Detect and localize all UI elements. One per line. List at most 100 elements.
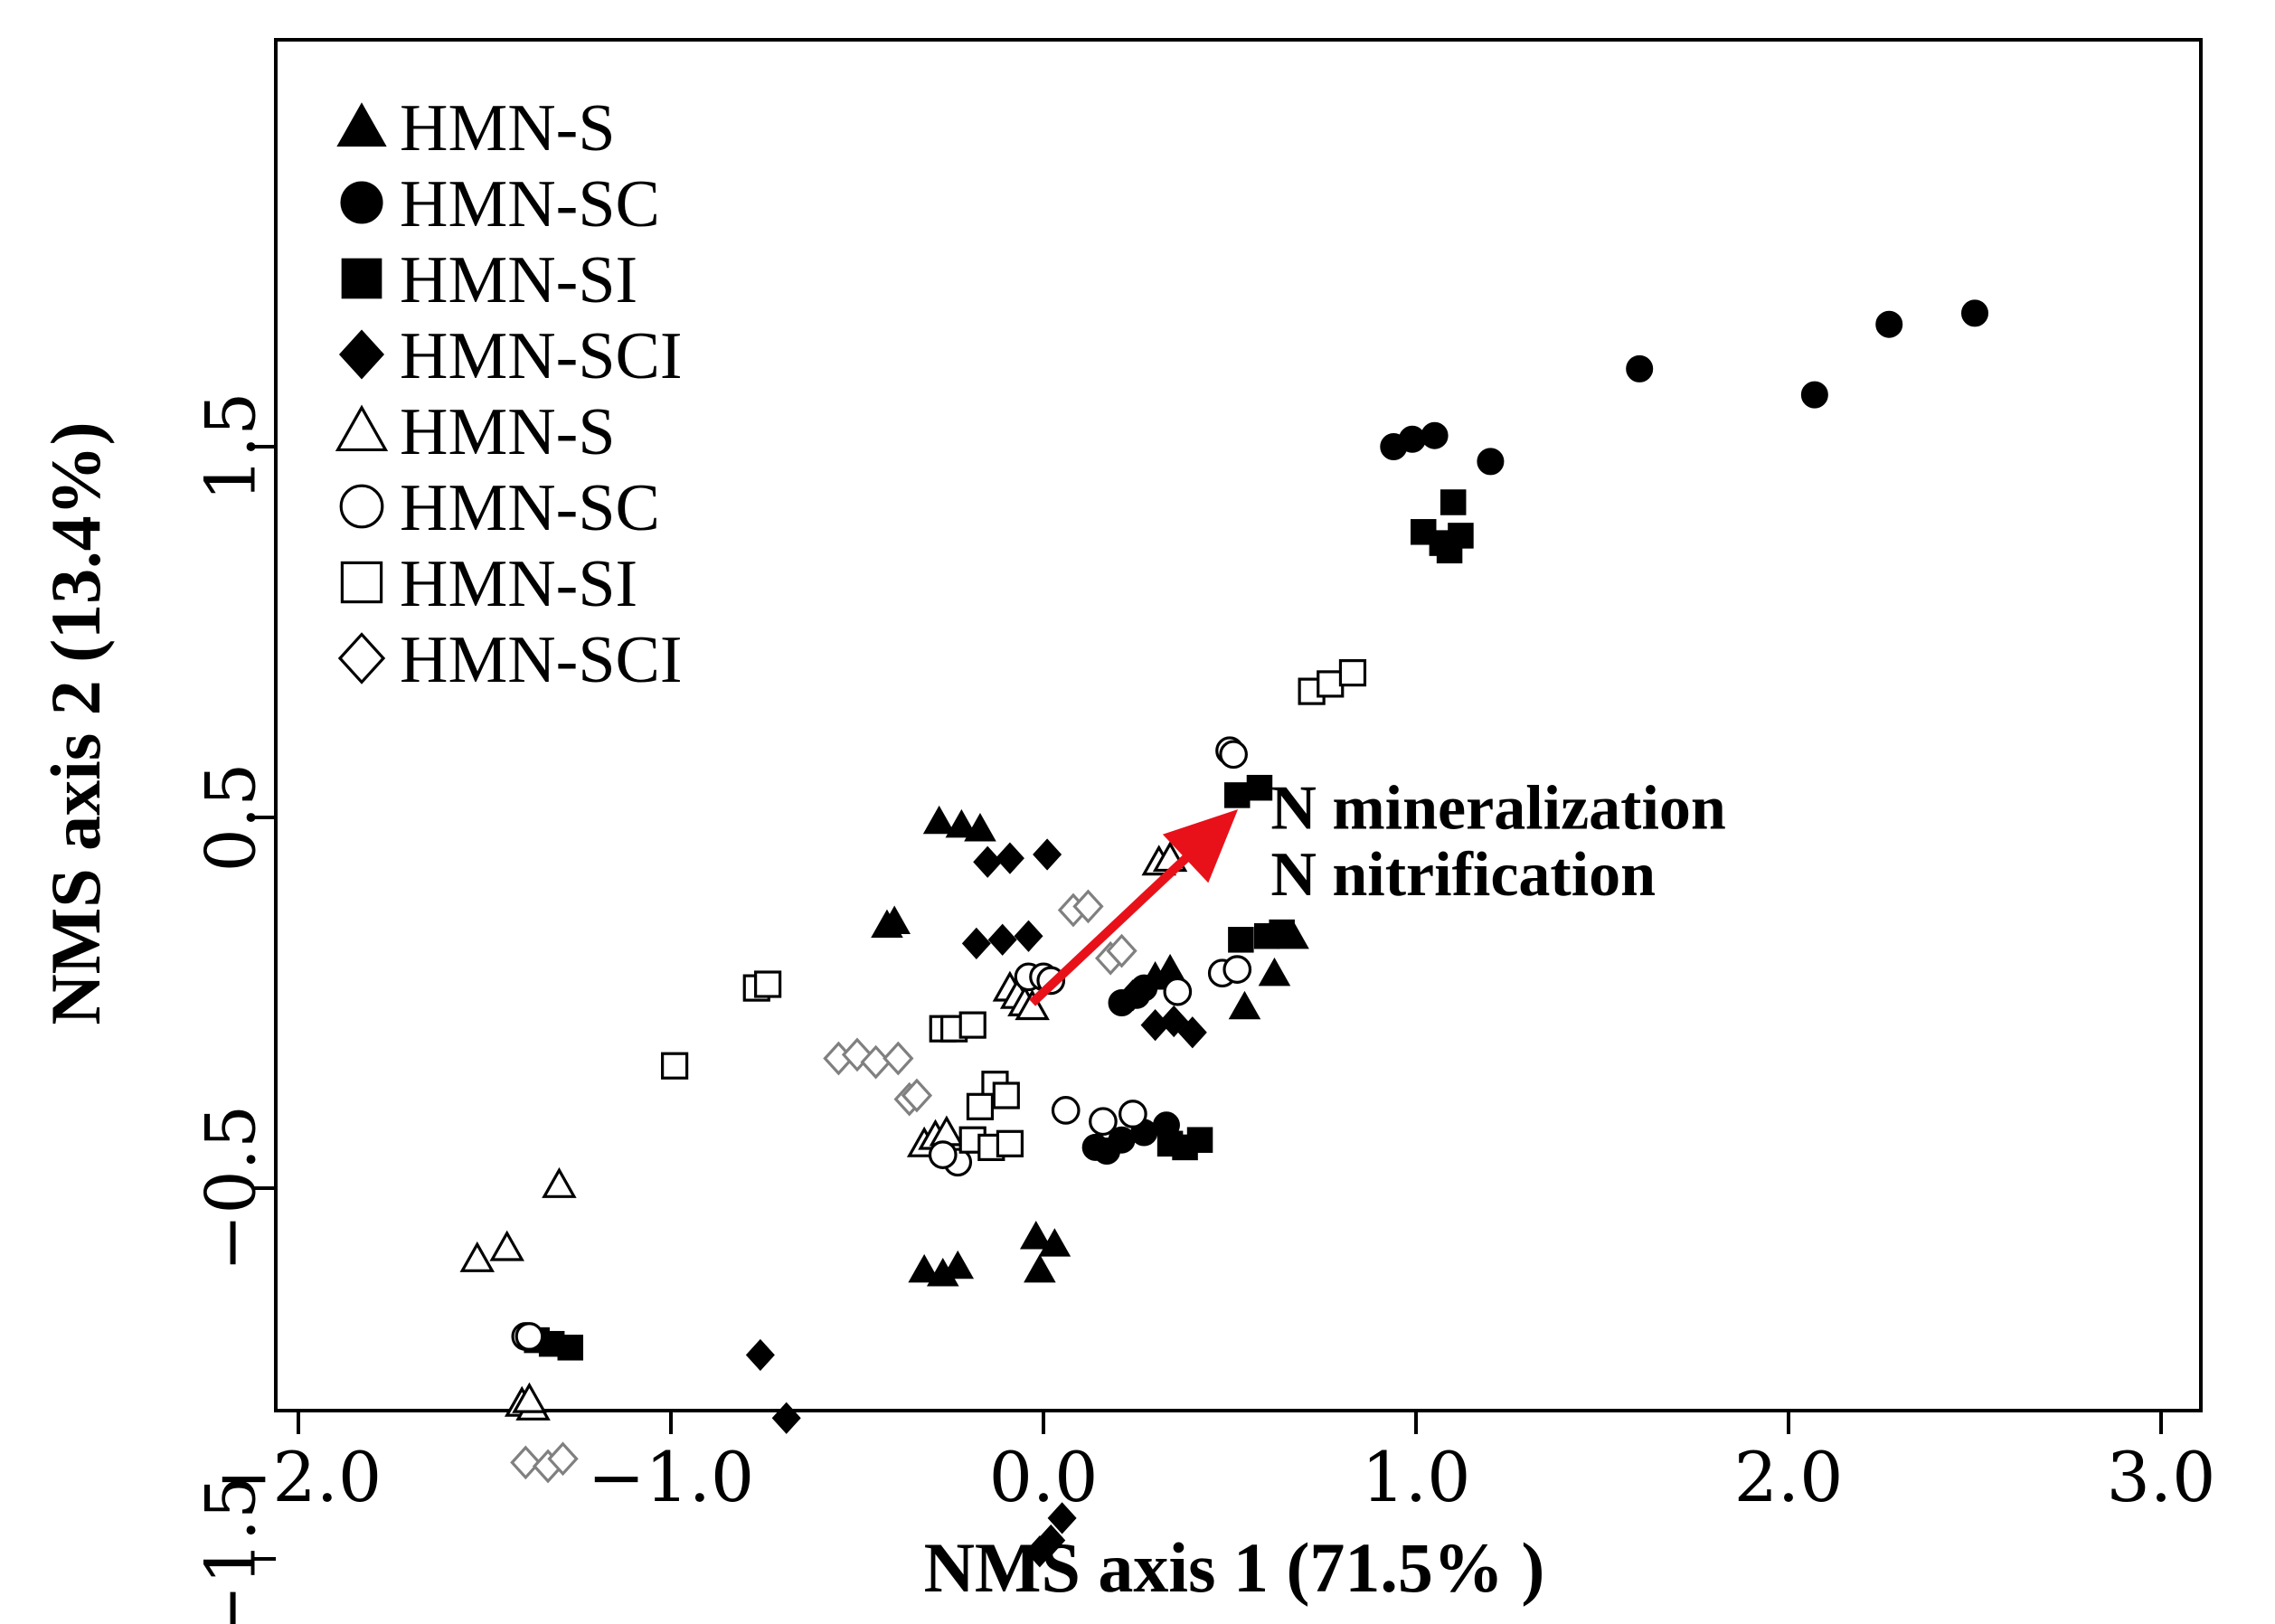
data-point: [1219, 740, 1248, 770]
data-point: [928, 1140, 958, 1169]
x-tick-label: −1.0: [588, 1437, 755, 1517]
data-point: [1258, 957, 1291, 987]
data-point: [1019, 1221, 1053, 1250]
data-point: [996, 1129, 1024, 1157]
legend-label: HMN-S: [400, 395, 615, 469]
legend-marker: [335, 404, 389, 452]
legend-label: HMN-SC: [400, 471, 660, 545]
data-point: [1436, 537, 1463, 564]
y-axis-title: NMS axis 2 (13.4%): [36, 421, 115, 1024]
legend-label: HMN-SCI: [400, 623, 682, 697]
legend-item: HMN-S: [335, 395, 615, 469]
series-open-circle: [511, 736, 1252, 1351]
data-point: [901, 1078, 933, 1113]
data-point: [958, 1011, 986, 1039]
data-point: [1875, 310, 1903, 338]
data-point: [1398, 425, 1426, 453]
data-point: [1089, 1107, 1118, 1137]
data-point: [1626, 354, 1654, 382]
data-point: [1093, 1138, 1121, 1165]
legend-marker: [337, 632, 386, 685]
series-open-triangle: [459, 841, 1188, 1421]
x-tick-label: 0.0: [989, 1437, 1099, 1517]
legend-marker: [336, 102, 387, 147]
data-point: [1033, 838, 1062, 871]
data-point: [1014, 920, 1043, 952]
data-point: [510, 1445, 542, 1480]
series-filled-diamond: [745, 838, 1207, 1568]
legend-marker: [340, 561, 383, 604]
data-point: [883, 1041, 914, 1076]
data-point: [459, 1241, 496, 1272]
data-point: [961, 927, 991, 960]
data-point: [1222, 955, 1252, 984]
data-point: [871, 909, 903, 939]
annotation-label: N nitrification: [1270, 840, 1656, 910]
data-point: [966, 1092, 995, 1120]
y-tick-label: 0.5: [191, 763, 271, 873]
data-point: [1477, 448, 1505, 476]
data-point: [964, 813, 996, 842]
data-point: [995, 842, 1024, 874]
x-axis-title: NMS axis 1 (71.5% ): [924, 1528, 1545, 1607]
data-point: [1154, 953, 1186, 983]
data-point: [661, 1052, 689, 1080]
data-point: [1106, 933, 1138, 968]
data-point: [1317, 670, 1345, 698]
data-point: [908, 1253, 940, 1283]
data-point: [922, 805, 956, 835]
legend-marker: [338, 329, 385, 380]
data-point: [1038, 1228, 1071, 1257]
legend-label: HMN-SC: [400, 167, 660, 241]
data-point: [1269, 919, 1295, 946]
legend-item: HMN-SI: [341, 243, 637, 317]
data-point: [514, 1322, 544, 1351]
data-point: [987, 923, 1017, 956]
data-point: [992, 1081, 1020, 1109]
series-filled-triangle: [871, 805, 1309, 1287]
data-point: [1228, 927, 1254, 953]
data-point: [1015, 989, 1050, 1021]
legend-item: HMN-SC: [339, 471, 660, 545]
data-point: [1440, 489, 1467, 515]
data-point: [941, 1250, 975, 1279]
data-point: [542, 1166, 577, 1198]
series-open-diamond: [510, 889, 1138, 1484]
data-point: [1036, 1524, 1066, 1557]
y-tick-label: 1.5: [191, 392, 271, 502]
data-point: [1072, 889, 1104, 924]
legend-label: HMN-SCI: [400, 319, 682, 393]
legend-marker: [339, 484, 384, 529]
y-axis-ticks: −1.5 −0.5 0.5 1.5: [191, 392, 276, 1624]
legend-marker: [340, 181, 383, 224]
x-tick-label: 2.0: [1734, 1437, 1844, 1517]
legend-label: HMN-SI: [400, 547, 637, 621]
data-point: [1223, 782, 1251, 808]
data-points: [459, 299, 1988, 1568]
data-point: [557, 1335, 584, 1361]
data-point: [1159, 1005, 1189, 1038]
y-tick-label: −0.5: [191, 1105, 271, 1272]
series-filled-circle: [1081, 299, 1988, 1165]
data-point: [1119, 1100, 1147, 1128]
data-point: [1118, 979, 1147, 1012]
data-point: [945, 808, 978, 838]
legend-item: HMN-SCI: [337, 623, 682, 697]
data-point: [1177, 1016, 1207, 1049]
data-point: [973, 845, 1003, 878]
series-open-square: [661, 658, 1367, 1162]
data-point: [1024, 1253, 1056, 1283]
data-point: [754, 970, 782, 998]
arrow-shaft: [1029, 854, 1189, 1006]
legend-item: HMN-SCI: [338, 319, 682, 393]
data-point: [512, 1382, 547, 1413]
legend-item: HMN-S: [336, 91, 615, 165]
data-point: [1246, 774, 1273, 801]
data-point: [1051, 1096, 1081, 1125]
legend-marker: [341, 258, 382, 299]
arrow-head: [1162, 808, 1239, 883]
data-point: [1186, 1127, 1213, 1153]
data-point: [1421, 421, 1449, 449]
